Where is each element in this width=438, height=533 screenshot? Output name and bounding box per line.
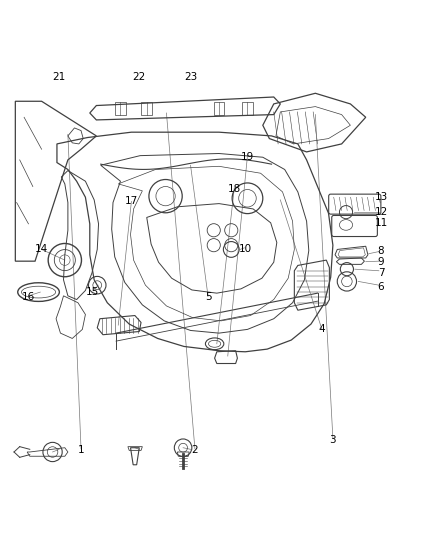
- Text: 7: 7: [378, 268, 385, 278]
- Text: 23: 23: [184, 72, 197, 82]
- Text: 14: 14: [35, 245, 48, 254]
- Text: 19: 19: [241, 152, 254, 162]
- Text: 22: 22: [133, 72, 146, 82]
- Text: 8: 8: [378, 246, 385, 255]
- Text: 13: 13: [374, 192, 388, 202]
- Text: 5: 5: [205, 293, 212, 302]
- Text: 4: 4: [318, 325, 325, 334]
- Text: 17: 17: [125, 197, 138, 206]
- Text: 9: 9: [378, 257, 385, 267]
- Text: 1: 1: [78, 446, 85, 455]
- Text: 12: 12: [374, 207, 388, 217]
- Text: 21: 21: [53, 72, 66, 82]
- Text: 6: 6: [378, 282, 385, 292]
- Text: 3: 3: [329, 435, 336, 445]
- Text: 10: 10: [239, 245, 252, 254]
- Text: 18: 18: [228, 184, 241, 194]
- Text: 2: 2: [191, 446, 198, 455]
- Text: 16: 16: [22, 293, 35, 302]
- Text: 15: 15: [85, 287, 99, 297]
- Text: 11: 11: [374, 218, 388, 228]
